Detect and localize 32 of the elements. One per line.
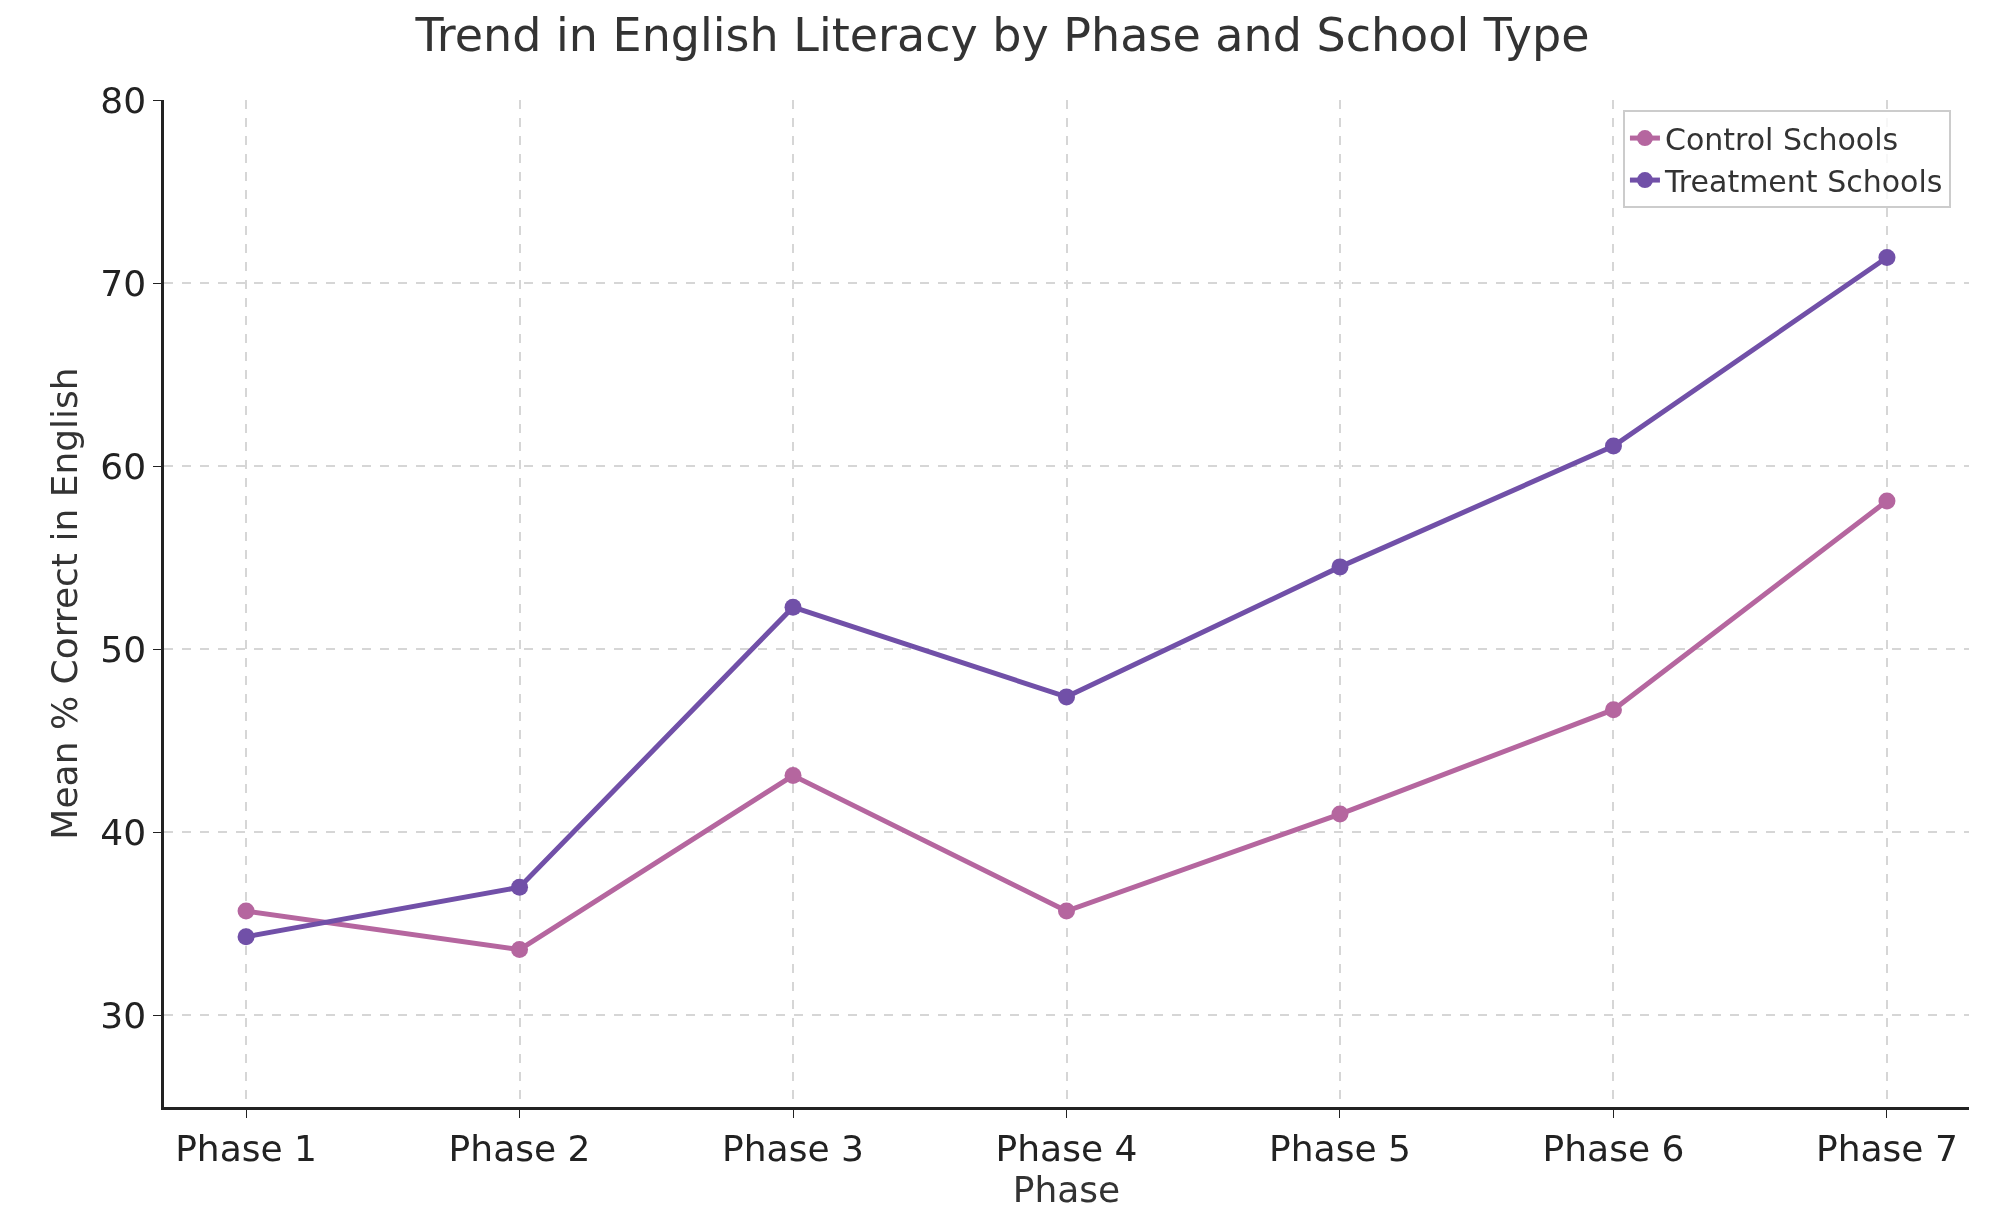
legend-label: Control Schools [1664, 121, 1899, 157]
point [1604, 701, 1622, 719]
point [784, 598, 802, 616]
point [1604, 437, 1622, 455]
x-tick-label: Phase 1 [175, 1127, 317, 1169]
point [784, 767, 802, 785]
point [1878, 492, 1896, 510]
x-tick-label: Phase 3 [722, 1127, 864, 1169]
x-axis-title: Phase [1012, 1168, 1121, 1210]
y-tick-label: 40 [100, 811, 147, 853]
point [1878, 248, 1896, 266]
x-tick-label: Phase 7 [1816, 1127, 1958, 1169]
point [1331, 558, 1349, 576]
point [511, 941, 529, 959]
y-tick-label: 60 [100, 445, 147, 487]
y-tick-label: 50 [100, 628, 147, 670]
legend-label: Treatment Schools [1663, 163, 1943, 199]
x-tick-label: Phase 4 [995, 1127, 1138, 1169]
x-tick-label: Phase 2 [448, 1127, 591, 1169]
y-tick-label: 30 [100, 995, 147, 1037]
point [1331, 805, 1349, 823]
x-tick-label: Phase 6 [1542, 1127, 1685, 1169]
point [1058, 688, 1075, 706]
chart-title: Trend in English Literacy by Phase and School Type [414, 7, 1590, 62]
point [237, 928, 255, 946]
x-tick-label: Phase 5 [1269, 1127, 1411, 1169]
point [511, 878, 529, 896]
y-axis-title: Mean % Correct in English [44, 367, 86, 840]
y-tick-label: 80 [100, 79, 147, 121]
y-tick-label: 70 [100, 262, 147, 304]
point [1058, 902, 1075, 920]
point [237, 902, 255, 920]
